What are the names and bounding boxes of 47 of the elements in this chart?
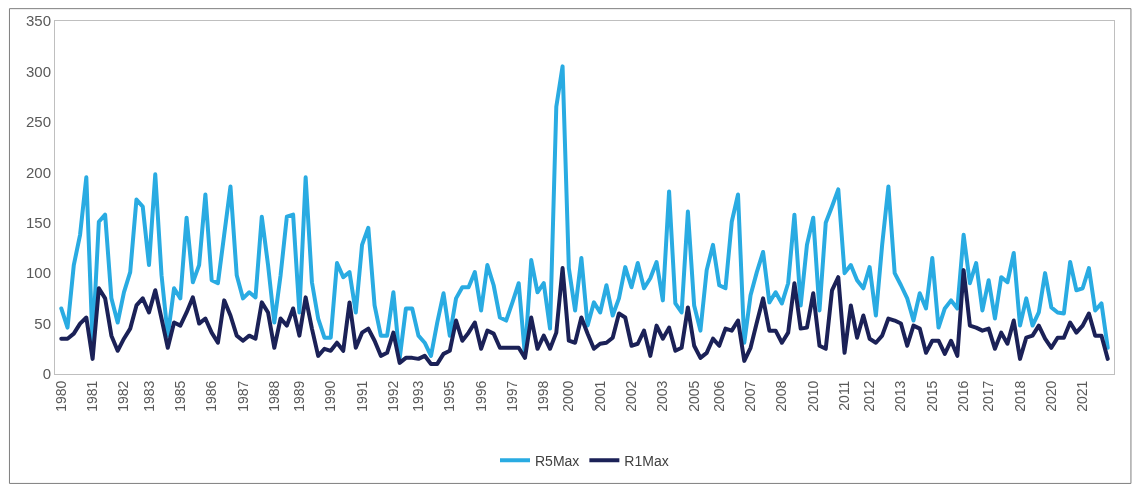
x-tick-label: 1990	[322, 380, 339, 412]
y-tick-label: 200	[25, 163, 51, 181]
legend-label: R1Max	[624, 452, 669, 469]
x-tick-label: 2015	[923, 380, 940, 412]
x-tick-label: 1997	[503, 380, 520, 412]
y-tick-label: 300	[25, 62, 51, 80]
x-tick-label: 1989	[290, 380, 307, 412]
x-tick-label: 1986	[203, 380, 220, 412]
x-tick-label: 1996	[472, 380, 489, 412]
y-tick-label: 0	[42, 365, 51, 383]
x-tick-label: 1993	[409, 380, 426, 412]
x-tick-label: 1981	[84, 380, 101, 412]
x-tick-label: 1982	[115, 380, 132, 412]
x-tick-label: 1995	[441, 380, 458, 412]
x-tick-label: 2017	[980, 380, 997, 412]
x-tick-label: 1987	[234, 380, 251, 412]
y-tick-label: 150	[25, 213, 51, 231]
x-tick-label: 2021	[1074, 380, 1091, 412]
line-series	[59, 64, 1110, 361]
x-tick-label: 2018	[1011, 380, 1028, 412]
y-tick-label: 350	[25, 12, 51, 30]
x-tick-label: 2016	[955, 380, 972, 412]
x-tick-label: 2005	[685, 380, 702, 412]
x-tick-label: 2011	[836, 380, 853, 411]
x-tick-label: 1991	[353, 380, 370, 412]
x-tick-label: 2003	[654, 380, 671, 412]
y-tick-label: 50	[34, 314, 51, 332]
y-tick-label: 250	[25, 113, 51, 131]
y-tick-label: 100	[25, 264, 51, 282]
x-tick-label: 1985	[171, 380, 188, 412]
x-tick-label: 2013	[892, 380, 909, 412]
legend-label: R5Max	[535, 452, 580, 469]
x-tick-label: 2012	[861, 380, 878, 412]
x-tick-label: 2007	[742, 380, 759, 412]
x-tick-label: 2006	[710, 380, 727, 412]
line-series	[59, 266, 1110, 366]
x-tick-label: 2010	[804, 380, 821, 412]
x-tick-label: 1998	[535, 380, 552, 412]
x-tick-label: 2008	[773, 380, 790, 412]
x-tick-label: 2001	[591, 380, 608, 412]
x-tick-label: 2002	[623, 380, 640, 412]
x-tick-label: 1988	[265, 380, 282, 412]
x-tick-label: 2020	[1042, 380, 1059, 412]
x-tick-label: 1980	[52, 380, 69, 412]
x-tick-label: 1992	[384, 380, 401, 412]
x-tick-label: 2000	[560, 380, 577, 412]
x-tick-label: 1983	[140, 380, 157, 412]
